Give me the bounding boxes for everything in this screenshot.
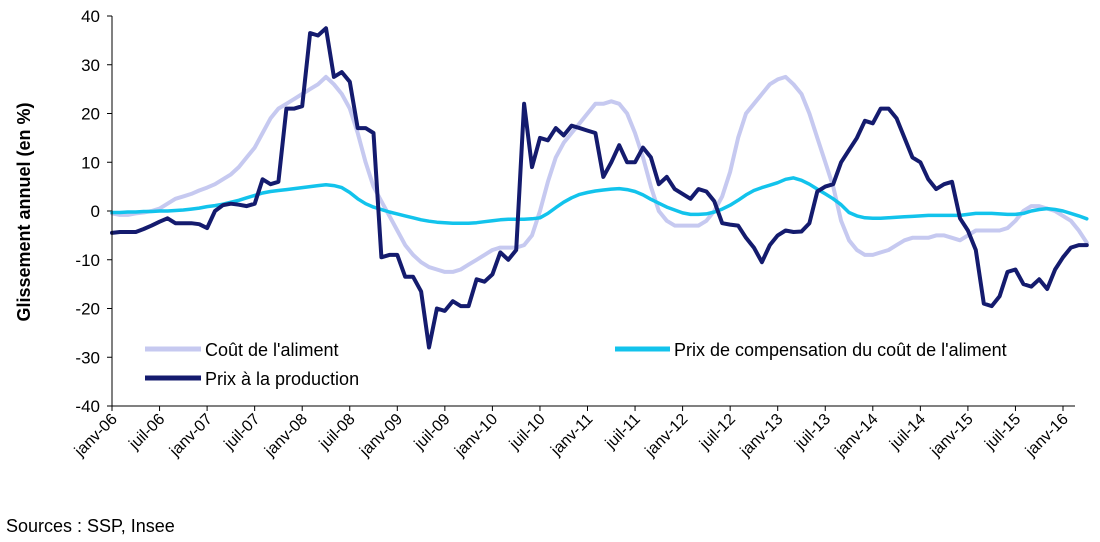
y-axis-title: Glissement annuel (en %) bbox=[14, 102, 34, 321]
x-tick-label: juil-09 bbox=[411, 411, 454, 454]
x-tick-label: janv-06 bbox=[71, 411, 121, 461]
y-tick-label: 10 bbox=[81, 153, 100, 172]
x-tick-label: juil-10 bbox=[506, 411, 549, 454]
y-tick-label: 0 bbox=[91, 202, 100, 221]
y-tick-label: -40 bbox=[75, 397, 100, 416]
legend: Coût de l'aliment Prix de compensation d… bbox=[145, 340, 1007, 389]
x-tick-label: janv-13 bbox=[737, 411, 787, 461]
series-prix-compensation-line bbox=[110, 176, 1089, 225]
x-tick-label: janv-11 bbox=[547, 411, 596, 460]
series-cout-aliment-line bbox=[110, 74, 1089, 274]
series-prix-production-line bbox=[110, 26, 1089, 350]
x-tick-label: janv-15 bbox=[927, 411, 977, 461]
legend-item-prix-compensation: Prix de compensation du coût de l'alimen… bbox=[615, 340, 1007, 360]
y-tick-label: 40 bbox=[81, 7, 100, 26]
y-tick-label: 30 bbox=[81, 56, 100, 75]
legend-label-prix-compensation: Prix de compensation du coût de l'alimen… bbox=[674, 340, 1007, 360]
legend-item-prix-production: Prix à la production bbox=[145, 369, 359, 389]
x-tick-label: juil-12 bbox=[696, 411, 739, 454]
x-tick-label: juil-11 bbox=[602, 411, 644, 453]
y-tick-label: -30 bbox=[75, 348, 100, 367]
x-tick-label: janv-16 bbox=[1022, 411, 1072, 461]
source-note: Sources : SSP, Insee bbox=[6, 516, 175, 536]
x-tick-label: juil-06 bbox=[125, 411, 168, 454]
y-tick-label: 20 bbox=[81, 105, 100, 124]
x-tick-label: juil-13 bbox=[791, 411, 834, 454]
x-tick-label: janv-12 bbox=[642, 411, 692, 461]
x-tick-label: janv-10 bbox=[451, 411, 501, 461]
x-tick-label: juil-14 bbox=[886, 411, 929, 454]
legend-label-prix-production: Prix à la production bbox=[205, 369, 359, 389]
x-tick-label: juil-15 bbox=[981, 411, 1024, 454]
x-tick-label: janv-14 bbox=[832, 411, 882, 461]
y-tick-label: -20 bbox=[75, 300, 100, 319]
x-tick-label: janv-07 bbox=[166, 411, 216, 461]
x-tick-label: janv-08 bbox=[261, 411, 311, 461]
y-tick-label: -10 bbox=[75, 251, 100, 270]
x-tick-label: juil-08 bbox=[316, 411, 359, 454]
x-tick-label: janv-09 bbox=[356, 411, 406, 461]
legend-item-cout-aliment: Coût de l'aliment bbox=[145, 340, 339, 360]
x-tick-label: juil-07 bbox=[221, 411, 264, 454]
legend-label-cout-aliment: Coût de l'aliment bbox=[205, 340, 339, 360]
